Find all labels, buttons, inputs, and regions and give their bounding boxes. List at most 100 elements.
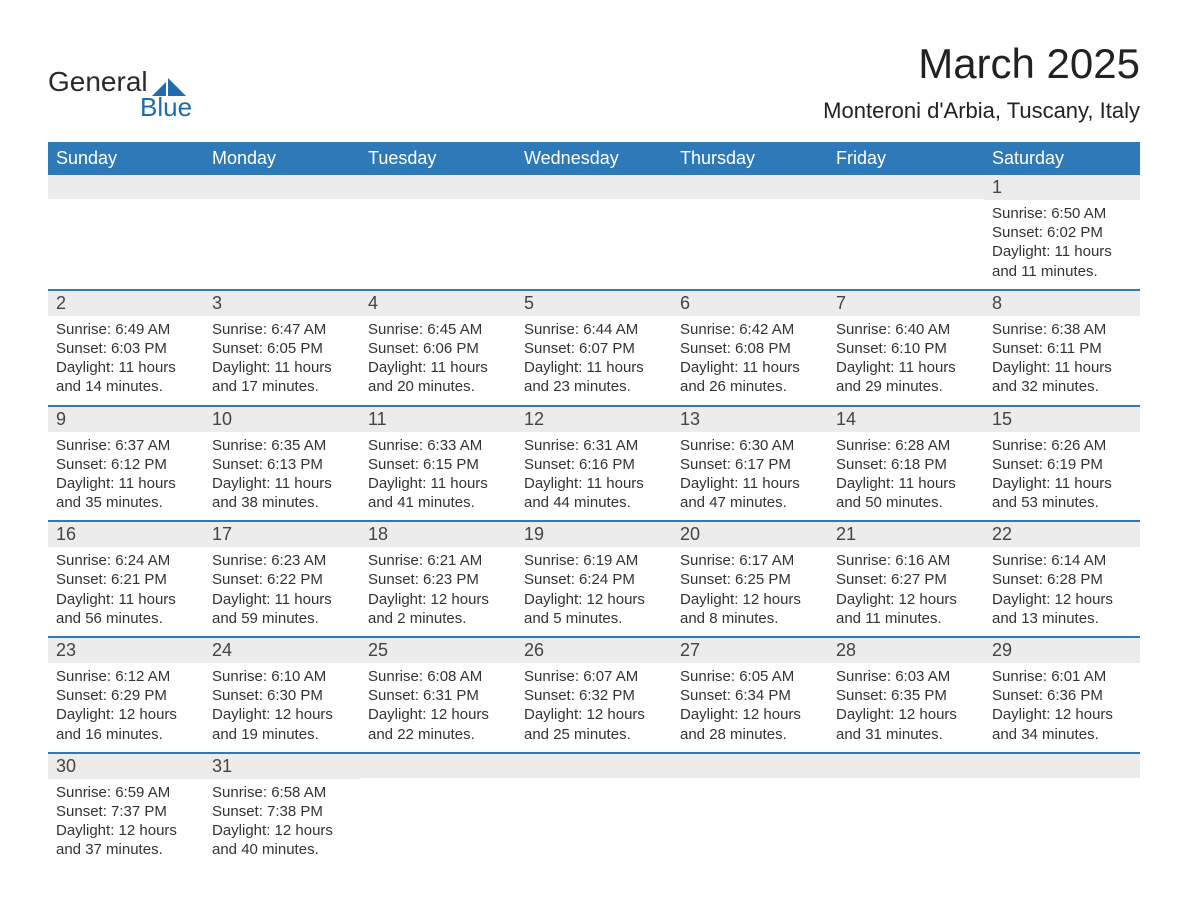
day-details: Sunrise: 6:45 AMSunset: 6:06 PMDaylight:… bbox=[360, 316, 516, 405]
sunrise-line: Sunrise: 6:38 AM bbox=[992, 320, 1132, 339]
daylight-line: Daylight: 12 hours and 5 minutes. bbox=[524, 590, 664, 628]
daylight-line: Daylight: 11 hours and 20 minutes. bbox=[368, 358, 508, 396]
day-details: Sunrise: 6:35 AMSunset: 6:13 PMDaylight:… bbox=[204, 432, 360, 521]
calendar-day-cell: 28Sunrise: 6:03 AMSunset: 6:35 PMDayligh… bbox=[828, 637, 984, 753]
calendar-day-cell: 13Sunrise: 6:30 AMSunset: 6:17 PMDayligh… bbox=[672, 406, 828, 522]
day-number: 2 bbox=[48, 291, 204, 316]
sunset-line: Sunset: 6:36 PM bbox=[992, 686, 1132, 705]
day-details: Sunrise: 6:30 AMSunset: 6:17 PMDaylight:… bbox=[672, 432, 828, 521]
calendar-day-cell: 3Sunrise: 6:47 AMSunset: 6:05 PMDaylight… bbox=[204, 290, 360, 406]
daylight-line: Daylight: 12 hours and 13 minutes. bbox=[992, 590, 1132, 628]
daylight-line: Daylight: 12 hours and 11 minutes. bbox=[836, 590, 976, 628]
calendar-day-cell: 30Sunrise: 6:59 AMSunset: 7:37 PMDayligh… bbox=[48, 753, 204, 868]
day-number: 31 bbox=[204, 754, 360, 779]
day-number: 19 bbox=[516, 522, 672, 547]
day-number: 4 bbox=[360, 291, 516, 316]
day-number bbox=[204, 175, 360, 199]
day-details: Sunrise: 6:58 AMSunset: 7:38 PMDaylight:… bbox=[204, 779, 360, 868]
day-details: Sunrise: 6:05 AMSunset: 6:34 PMDaylight:… bbox=[672, 663, 828, 752]
day-number bbox=[984, 754, 1140, 778]
calendar-week-row: 23Sunrise: 6:12 AMSunset: 6:29 PMDayligh… bbox=[48, 637, 1140, 753]
day-details: Sunrise: 6:44 AMSunset: 6:07 PMDaylight:… bbox=[516, 316, 672, 405]
day-details: Sunrise: 6:16 AMSunset: 6:27 PMDaylight:… bbox=[828, 547, 984, 636]
daylight-line: Daylight: 11 hours and 59 minutes. bbox=[212, 590, 352, 628]
calendar-day-cell: 5Sunrise: 6:44 AMSunset: 6:07 PMDaylight… bbox=[516, 290, 672, 406]
day-details: Sunrise: 6:21 AMSunset: 6:23 PMDaylight:… bbox=[360, 547, 516, 636]
day-number: 27 bbox=[672, 638, 828, 663]
daylight-line: Daylight: 11 hours and 41 minutes. bbox=[368, 474, 508, 512]
daylight-line: Daylight: 11 hours and 50 minutes. bbox=[836, 474, 976, 512]
day-number: 20 bbox=[672, 522, 828, 547]
sunrise-line: Sunrise: 6:08 AM bbox=[368, 667, 508, 686]
sunrise-line: Sunrise: 6:28 AM bbox=[836, 436, 976, 455]
daylight-line: Daylight: 12 hours and 8 minutes. bbox=[680, 590, 820, 628]
sunrise-line: Sunrise: 6:59 AM bbox=[56, 783, 196, 802]
day-number: 10 bbox=[204, 407, 360, 432]
day-details bbox=[360, 199, 516, 219]
daylight-line: Daylight: 11 hours and 17 minutes. bbox=[212, 358, 352, 396]
sunrise-line: Sunrise: 6:03 AM bbox=[836, 667, 976, 686]
calendar-day-cell bbox=[672, 175, 828, 290]
sunrise-line: Sunrise: 6:44 AM bbox=[524, 320, 664, 339]
sunset-line: Sunset: 6:10 PM bbox=[836, 339, 976, 358]
sunrise-line: Sunrise: 6:24 AM bbox=[56, 551, 196, 570]
calendar-day-cell: 10Sunrise: 6:35 AMSunset: 6:13 PMDayligh… bbox=[204, 406, 360, 522]
day-details: Sunrise: 6:24 AMSunset: 6:21 PMDaylight:… bbox=[48, 547, 204, 636]
sunset-line: Sunset: 7:38 PM bbox=[212, 802, 352, 821]
calendar-day-cell bbox=[516, 175, 672, 290]
daylight-line: Daylight: 11 hours and 29 minutes. bbox=[836, 358, 976, 396]
sunset-line: Sunset: 6:30 PM bbox=[212, 686, 352, 705]
sunrise-line: Sunrise: 6:31 AM bbox=[524, 436, 664, 455]
daylight-line: Daylight: 12 hours and 16 minutes. bbox=[56, 705, 196, 743]
day-details bbox=[48, 199, 204, 219]
day-details: Sunrise: 6:19 AMSunset: 6:24 PMDaylight:… bbox=[516, 547, 672, 636]
day-details: Sunrise: 6:47 AMSunset: 6:05 PMDaylight:… bbox=[204, 316, 360, 405]
day-number bbox=[828, 754, 984, 778]
day-number bbox=[672, 175, 828, 199]
sunrise-line: Sunrise: 6:01 AM bbox=[992, 667, 1132, 686]
day-details: Sunrise: 6:01 AMSunset: 6:36 PMDaylight:… bbox=[984, 663, 1140, 752]
calendar-day-cell bbox=[672, 753, 828, 868]
month-title: March 2025 bbox=[823, 40, 1140, 88]
day-details bbox=[672, 778, 828, 798]
sunrise-line: Sunrise: 6:26 AM bbox=[992, 436, 1132, 455]
sunset-line: Sunset: 6:29 PM bbox=[56, 686, 196, 705]
day-details: Sunrise: 6:14 AMSunset: 6:28 PMDaylight:… bbox=[984, 547, 1140, 636]
day-details: Sunrise: 6:59 AMSunset: 7:37 PMDaylight:… bbox=[48, 779, 204, 868]
weekday-header: Monday bbox=[204, 142, 360, 175]
calendar-day-cell: 2Sunrise: 6:49 AMSunset: 6:03 PMDaylight… bbox=[48, 290, 204, 406]
sunset-line: Sunset: 6:22 PM bbox=[212, 570, 352, 589]
day-number: 5 bbox=[516, 291, 672, 316]
brand-logo: General Blue bbox=[48, 68, 192, 123]
daylight-line: Daylight: 11 hours and 44 minutes. bbox=[524, 474, 664, 512]
sunrise-line: Sunrise: 6:05 AM bbox=[680, 667, 820, 686]
calendar-day-cell: 7Sunrise: 6:40 AMSunset: 6:10 PMDaylight… bbox=[828, 290, 984, 406]
daylight-line: Daylight: 11 hours and 26 minutes. bbox=[680, 358, 820, 396]
calendar-day-cell: 26Sunrise: 6:07 AMSunset: 6:32 PMDayligh… bbox=[516, 637, 672, 753]
sunset-line: Sunset: 6:19 PM bbox=[992, 455, 1132, 474]
calendar-week-row: 30Sunrise: 6:59 AMSunset: 7:37 PMDayligh… bbox=[48, 753, 1140, 868]
sunset-line: Sunset: 6:11 PM bbox=[992, 339, 1132, 358]
day-details: Sunrise: 6:28 AMSunset: 6:18 PMDaylight:… bbox=[828, 432, 984, 521]
sunset-line: Sunset: 7:37 PM bbox=[56, 802, 196, 821]
calendar-day-cell: 23Sunrise: 6:12 AMSunset: 6:29 PMDayligh… bbox=[48, 637, 204, 753]
daylight-line: Daylight: 11 hours and 11 minutes. bbox=[992, 242, 1132, 280]
sunrise-line: Sunrise: 6:16 AM bbox=[836, 551, 976, 570]
day-number: 26 bbox=[516, 638, 672, 663]
calendar-day-cell: 25Sunrise: 6:08 AMSunset: 6:31 PMDayligh… bbox=[360, 637, 516, 753]
weekday-header: Thursday bbox=[672, 142, 828, 175]
sunrise-line: Sunrise: 6:58 AM bbox=[212, 783, 352, 802]
sunset-line: Sunset: 6:32 PM bbox=[524, 686, 664, 705]
calendar-week-row: 1Sunrise: 6:50 AMSunset: 6:02 PMDaylight… bbox=[48, 175, 1140, 290]
daylight-line: Daylight: 12 hours and 22 minutes. bbox=[368, 705, 508, 743]
daylight-line: Daylight: 11 hours and 38 minutes. bbox=[212, 474, 352, 512]
daylight-line: Daylight: 12 hours and 28 minutes. bbox=[680, 705, 820, 743]
calendar-day-cell: 12Sunrise: 6:31 AMSunset: 6:16 PMDayligh… bbox=[516, 406, 672, 522]
day-number: 16 bbox=[48, 522, 204, 547]
daylight-line: Daylight: 11 hours and 32 minutes. bbox=[992, 358, 1132, 396]
sunrise-line: Sunrise: 6:42 AM bbox=[680, 320, 820, 339]
day-details bbox=[516, 778, 672, 798]
day-details: Sunrise: 6:10 AMSunset: 6:30 PMDaylight:… bbox=[204, 663, 360, 752]
calendar-day-cell bbox=[828, 753, 984, 868]
sunset-line: Sunset: 6:15 PM bbox=[368, 455, 508, 474]
